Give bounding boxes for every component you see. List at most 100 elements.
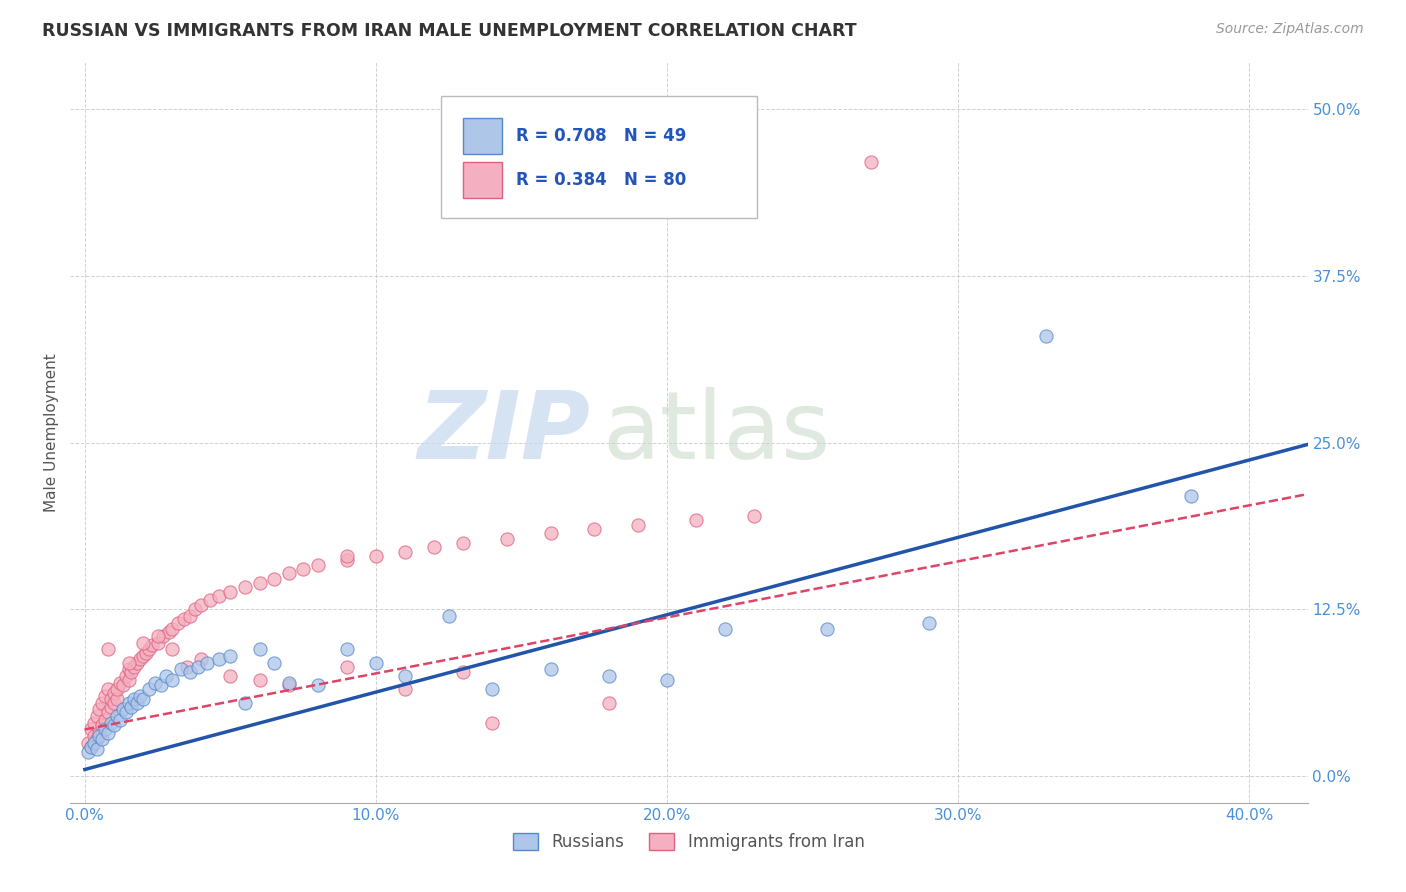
Point — [277, 675, 299, 690]
Point — [364, 656, 387, 670]
Text: R = 0.708   N = 49: R = 0.708 N = 49 — [516, 127, 686, 145]
Point — [277, 678, 299, 692]
Point — [859, 155, 882, 169]
Point — [129, 689, 152, 703]
Point — [307, 678, 329, 692]
Point — [120, 665, 142, 679]
Point — [598, 669, 620, 683]
Point — [94, 713, 117, 727]
Point — [127, 656, 149, 670]
Point — [105, 682, 128, 697]
Point — [120, 699, 142, 714]
Point — [103, 696, 125, 710]
Point — [97, 682, 120, 697]
Point — [79, 723, 101, 737]
Point — [540, 526, 562, 541]
Point — [219, 585, 242, 599]
Point — [100, 699, 122, 714]
Point — [132, 636, 155, 650]
Point — [138, 642, 160, 657]
Point — [277, 566, 299, 581]
Point — [86, 742, 108, 756]
Point — [160, 673, 183, 687]
Point — [108, 675, 131, 690]
Point — [627, 518, 650, 533]
Point — [249, 642, 271, 657]
Point — [583, 522, 606, 536]
Point — [132, 691, 155, 706]
Point — [97, 726, 120, 740]
Point — [208, 651, 231, 665]
Point — [336, 642, 359, 657]
Point — [132, 648, 155, 663]
Point — [149, 678, 172, 692]
Point — [394, 669, 416, 683]
Point — [146, 636, 169, 650]
FancyBboxPatch shape — [463, 118, 502, 153]
Text: Source: ZipAtlas.com: Source: ZipAtlas.com — [1216, 22, 1364, 37]
Point — [160, 642, 183, 657]
Point — [94, 723, 117, 737]
Point — [179, 665, 201, 679]
Point — [117, 673, 139, 687]
Point — [89, 702, 111, 716]
Point — [124, 659, 146, 673]
Point — [336, 553, 359, 567]
Point — [685, 513, 707, 527]
Text: ZIP: ZIP — [418, 386, 591, 479]
Text: atlas: atlas — [602, 386, 831, 479]
Point — [1180, 489, 1202, 503]
Point — [79, 739, 101, 754]
Point — [155, 669, 177, 683]
Point — [108, 713, 131, 727]
Legend: Russians, Immigrants from Iran: Russians, Immigrants from Iran — [506, 826, 872, 857]
Point — [198, 593, 221, 607]
Point — [157, 625, 180, 640]
Point — [437, 609, 460, 624]
Point — [195, 656, 218, 670]
Point — [111, 702, 134, 716]
Point — [105, 691, 128, 706]
Point — [146, 629, 169, 643]
Point — [714, 623, 737, 637]
Point — [263, 656, 285, 670]
Text: RUSSIAN VS IMMIGRANTS FROM IRAN MALE UNEMPLOYMENT CORRELATION CHART: RUSSIAN VS IMMIGRANTS FROM IRAN MALE UNE… — [42, 22, 856, 40]
Point — [540, 662, 562, 676]
Point — [76, 736, 98, 750]
Point — [394, 682, 416, 697]
Point — [453, 665, 475, 679]
Point — [187, 659, 209, 673]
Point — [598, 696, 620, 710]
Point — [79, 739, 101, 754]
Point — [97, 705, 120, 719]
Point — [249, 575, 271, 590]
Point — [249, 673, 271, 687]
Point — [160, 623, 183, 637]
Point — [103, 686, 125, 700]
Point — [496, 532, 519, 546]
Point — [129, 651, 152, 665]
Point — [481, 682, 503, 697]
Point — [127, 696, 149, 710]
Y-axis label: Male Unemployment: Male Unemployment — [44, 353, 59, 512]
Point — [190, 651, 212, 665]
Point — [114, 705, 136, 719]
Point — [815, 623, 838, 637]
Point — [190, 599, 212, 613]
Point — [152, 629, 174, 643]
Point — [86, 709, 108, 723]
Point — [219, 669, 242, 683]
Point — [117, 662, 139, 676]
Point — [173, 612, 195, 626]
Point — [364, 549, 387, 563]
Point — [307, 558, 329, 573]
Point — [89, 726, 111, 740]
Point — [114, 669, 136, 683]
FancyBboxPatch shape — [463, 162, 502, 198]
Point — [233, 580, 256, 594]
Point — [292, 562, 315, 576]
Point — [86, 731, 108, 746]
Point — [143, 675, 166, 690]
Point — [141, 639, 163, 653]
Point — [184, 602, 207, 616]
